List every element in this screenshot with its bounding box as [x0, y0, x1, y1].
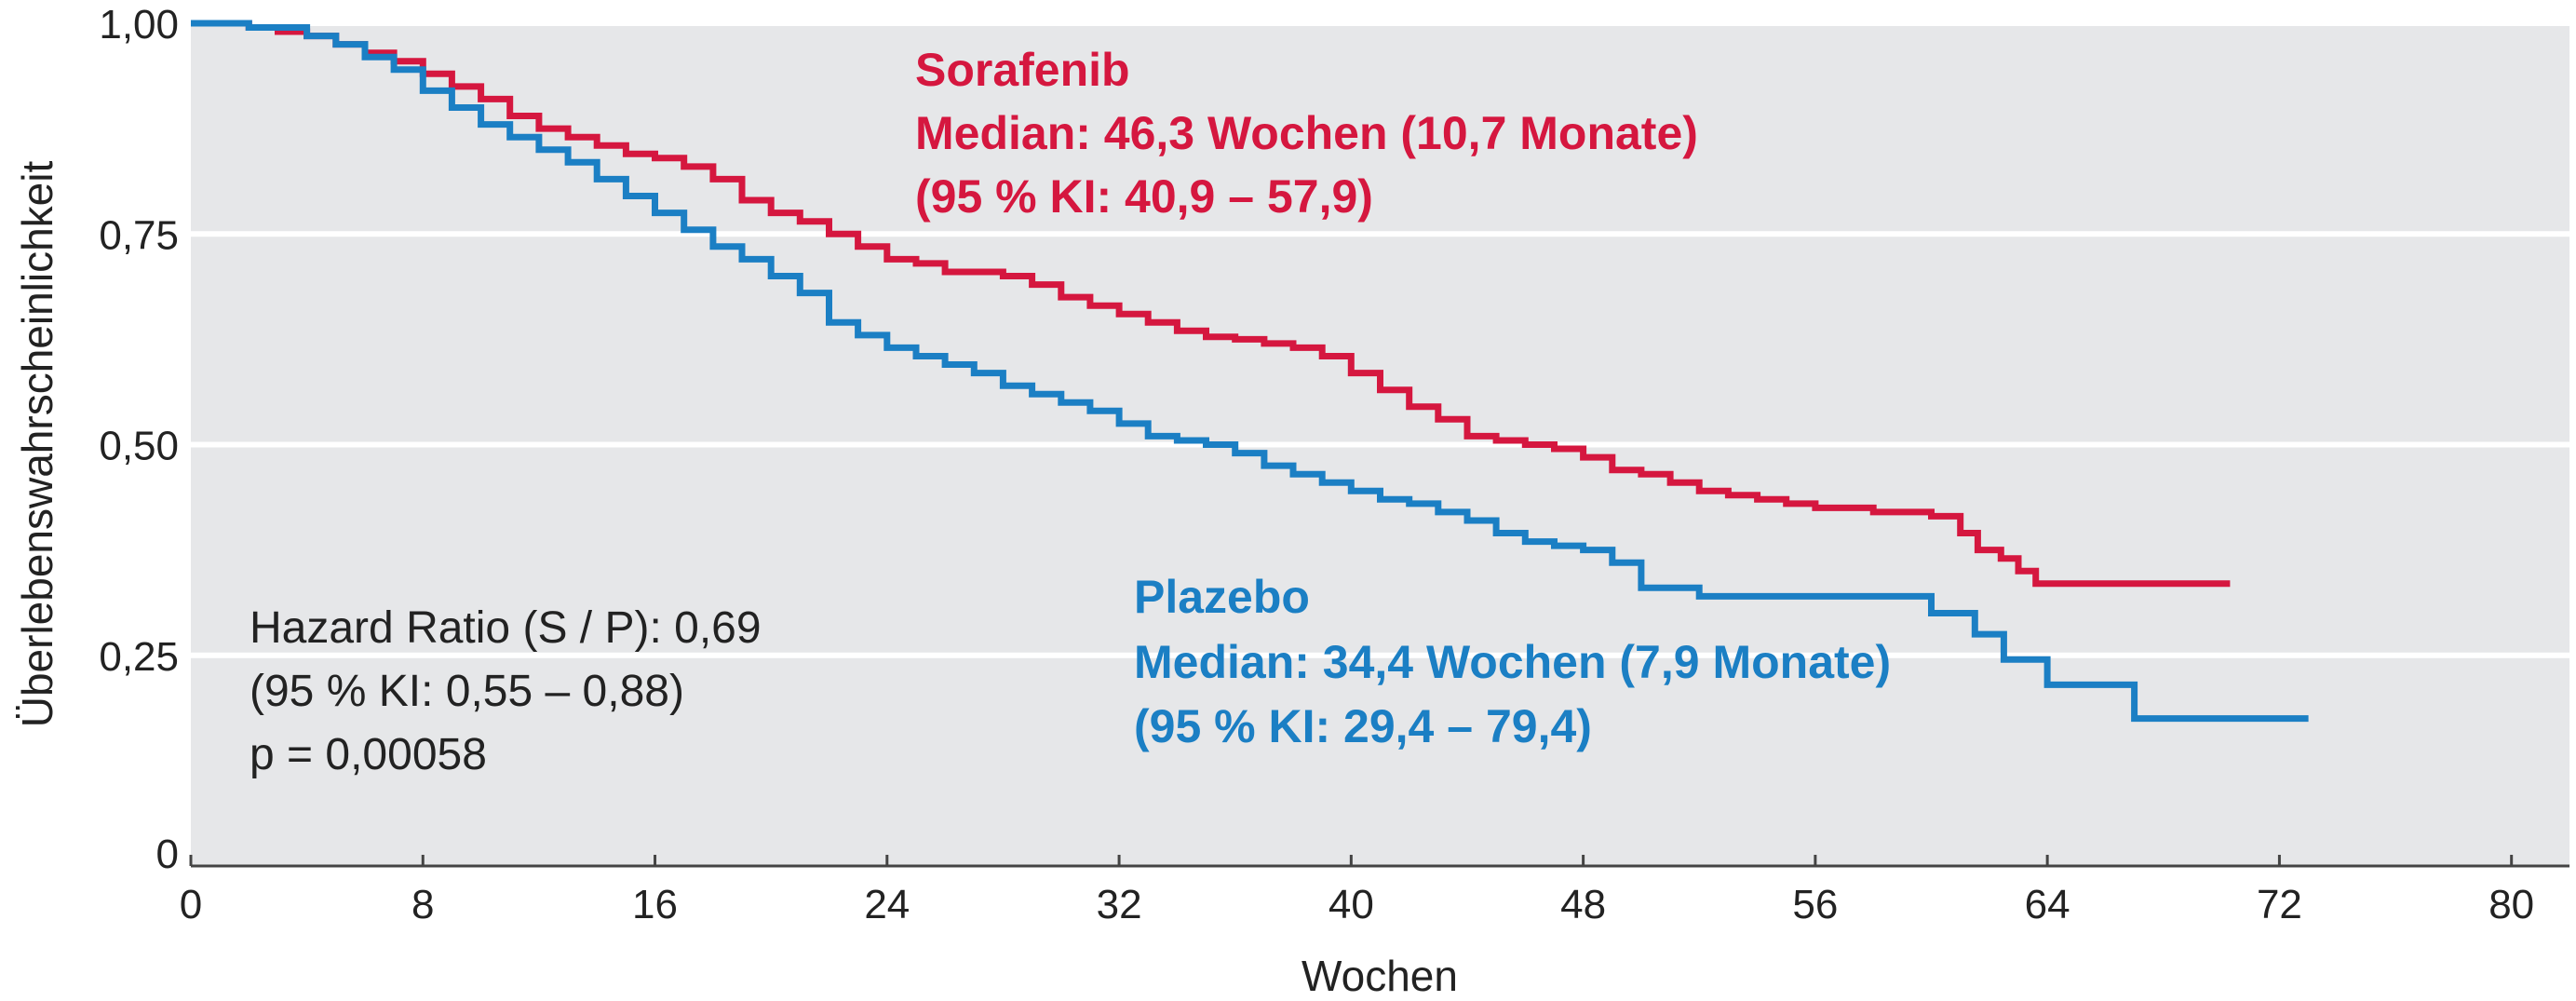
x-tick-label-0: 0 — [180, 882, 202, 927]
x-tick-label-6: 48 — [1560, 882, 1606, 927]
series-line-sorafenib — [191, 20, 2231, 588]
x-tick-label-7: 56 — [1792, 882, 1838, 927]
series-line-plazebo — [191, 20, 2309, 723]
plazebo-ci: (95 % KI: 29,4 – 79,4) — [1134, 700, 1592, 752]
plazebo-label: Plazebo — [1134, 571, 1310, 623]
y-tick-label-2: 0,50 — [99, 424, 179, 469]
sorafenib-median: Median: 46,3 Wochen (10,7 Monate) — [915, 107, 1698, 159]
y-axis-title: Überlebenswahrscheinlichkeit — [13, 161, 61, 728]
x-tick-label-10: 80 — [2488, 882, 2534, 927]
x-tick-label-8: 64 — [2025, 882, 2070, 927]
gridlines — [191, 20, 2569, 658]
x-tick-label-4: 32 — [1097, 882, 1142, 927]
hazard-ratio-ci: (95 % KI: 0,55 – 0,88) — [250, 667, 684, 716]
sorafenib-annotation: Sorafenib Median: 46,3 Wochen (10,7 Mona… — [915, 44, 1698, 223]
y-tick-label-4: 1,00 — [99, 2, 179, 47]
hazard-ratio-text: Hazard Ratio (S / P): 0,69 — [250, 603, 762, 653]
plazebo-annotation: Plazebo Median: 34,4 Wochen (7,9 Monate)… — [1134, 571, 1891, 752]
plazebo-median: Median: 34,4 Wochen (7,9 Monate) — [1134, 636, 1891, 688]
x-tick-label-9: 72 — [2257, 882, 2302, 927]
hazard-ratio-annotation: Hazard Ratio (S / P): 0,69 (95 % KI: 0,5… — [250, 603, 762, 779]
x-axis-title: Wochen — [1301, 952, 1458, 1000]
x-tick-label-3: 24 — [864, 882, 910, 927]
y-tick-label-3: 0,75 — [99, 212, 179, 258]
series-layer — [191, 20, 2309, 723]
x-tick-label-2: 16 — [632, 882, 678, 927]
x-tick-label-1: 8 — [411, 882, 434, 927]
p-value-text: p = 0,00058 — [250, 730, 487, 779]
sorafenib-ci: (95 % KI: 40,9 – 57,9) — [915, 170, 1373, 223]
x-tick-label-5: 40 — [1328, 882, 1374, 927]
sorafenib-label: Sorafenib — [915, 44, 1130, 96]
y-tick-label-0: 0 — [156, 832, 179, 877]
y-ticks: 0 0,25 0,50 0,75 1,00 — [99, 2, 179, 877]
x-ticks: 0 8 16 24 32 40 48 56 64 72 80 — [180, 855, 2534, 927]
y-tick-label-1: 0,25 — [99, 634, 179, 680]
